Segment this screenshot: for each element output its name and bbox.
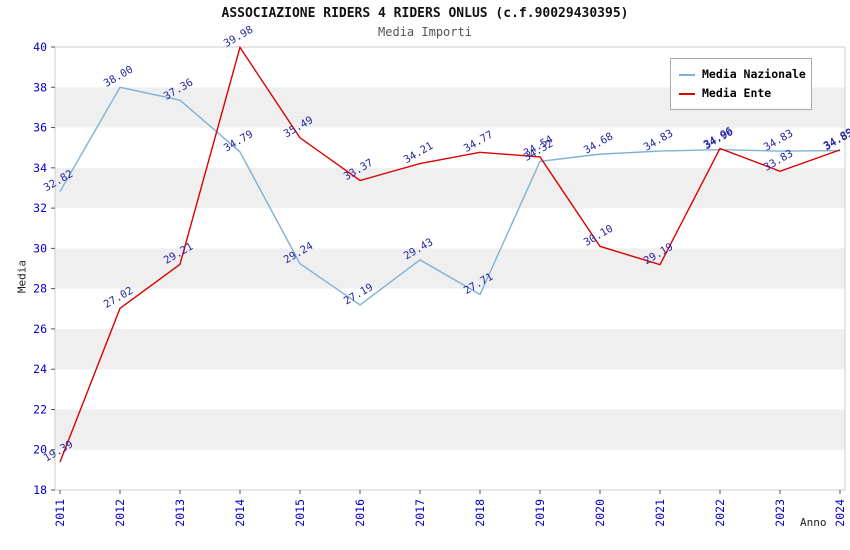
plot-band — [55, 288, 845, 329]
x-tick-label: 2013 — [173, 499, 187, 527]
x-tick-label: 2024 — [833, 499, 847, 527]
y-tick-label: 22 — [33, 402, 47, 416]
plot-band — [55, 449, 845, 490]
y-tick-label: 20 — [33, 443, 47, 457]
plot-band — [55, 328, 845, 370]
plot-band — [55, 208, 845, 249]
legend-label-media-ente: Media Ente — [702, 86, 772, 100]
chart-subtitle: Media Importi — [378, 25, 472, 39]
y-tick-label: 18 — [33, 483, 47, 497]
plot-border — [54, 46, 846, 491]
y-tick-label: 38 — [33, 80, 47, 94]
legend-line-icon-nazionale — [679, 73, 695, 76]
legend-item-media-nazionale: Media Nazionale — [679, 65, 806, 84]
plot-band — [55, 167, 845, 209]
x-tick-label: 2014 — [233, 499, 247, 527]
x-tick-label: 2016 — [353, 499, 367, 527]
chart-title: ASSOCIAZIONE RIDERS 4 RIDERS ONLUS (c.f.… — [221, 6, 629, 21]
x-axis-label: Anno — [800, 516, 827, 529]
legend: Media Nazionale Media Ente — [670, 58, 812, 110]
x-tick-label: 2018 — [473, 499, 487, 527]
plot-band — [55, 409, 845, 450]
legend-item-media-ente: Media Ente — [679, 84, 803, 103]
x-tick-label: 2015 — [293, 499, 307, 527]
legend-line-icon-ente — [679, 92, 695, 95]
x-tick-label: 2017 — [413, 499, 427, 527]
x-tick-label: 2020 — [593, 499, 607, 527]
y-tick-label: 36 — [33, 121, 47, 135]
y-tick-label: 32 — [33, 201, 47, 215]
series-line-1 — [59, 45, 841, 463]
y-axis-label: Media — [15, 259, 29, 294]
y-tick-label: 24 — [33, 362, 47, 376]
y-tick-label: 26 — [33, 322, 47, 336]
x-tick-label: 2012 — [113, 499, 127, 527]
x-tick-label: 2021 — [653, 499, 667, 527]
x-tick-label: 2019 — [533, 499, 547, 527]
plot-band — [55, 248, 845, 289]
legend-label-media-nazionale: Media Nazionale — [702, 67, 806, 81]
x-tick-label: 2023 — [773, 499, 787, 527]
x-tick-label: 2022 — [713, 499, 727, 527]
plot-band — [55, 369, 845, 410]
x-tick-label: 2011 — [53, 499, 67, 527]
y-tick-label: 30 — [33, 241, 47, 255]
series-line-0 — [59, 86, 841, 306]
y-tick-label: 34 — [33, 161, 47, 175]
y-tick-label: 28 — [33, 282, 47, 296]
y-tick-label: 40 — [33, 40, 47, 54]
